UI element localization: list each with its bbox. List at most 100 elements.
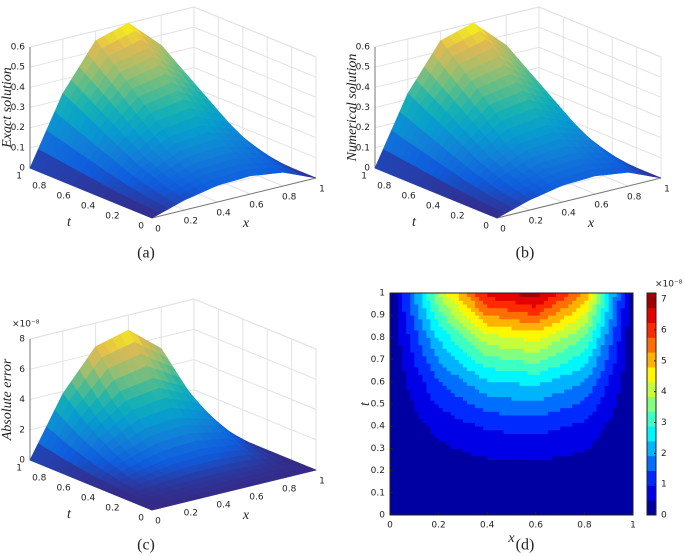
contour-cell bbox=[462, 444, 468, 449]
contour-cell bbox=[487, 437, 492, 442]
contour-cell bbox=[612, 500, 618, 505]
contour-cell bbox=[479, 411, 484, 416]
contour-cell bbox=[499, 311, 504, 316]
contour-cell bbox=[523, 322, 529, 327]
contour-cell bbox=[612, 466, 618, 471]
x-tick-label: 0.2 bbox=[529, 217, 543, 227]
contour-cell bbox=[588, 293, 593, 298]
contour-cell bbox=[483, 344, 488, 349]
contour-cell bbox=[608, 396, 614, 401]
contour-cell bbox=[479, 407, 484, 412]
contour-cell bbox=[580, 367, 585, 372]
contour-cell bbox=[475, 318, 480, 323]
contour-cell bbox=[495, 470, 500, 475]
contour-cell bbox=[507, 485, 512, 490]
contour-cell bbox=[624, 481, 630, 486]
contour-cell bbox=[479, 459, 484, 464]
contour-cell bbox=[398, 400, 403, 405]
contour-cell bbox=[446, 337, 452, 342]
contour-cell bbox=[394, 452, 399, 457]
contour-cell bbox=[430, 481, 435, 486]
contour-cell bbox=[552, 355, 557, 360]
contour-cell bbox=[406, 418, 411, 423]
contour-cell bbox=[503, 485, 508, 490]
contour-cell bbox=[499, 452, 504, 457]
contour-cell bbox=[479, 437, 484, 442]
contour-cell bbox=[402, 507, 407, 512]
contour-cell bbox=[398, 489, 403, 494]
contour-cell bbox=[604, 404, 610, 409]
contour-cell bbox=[487, 415, 492, 420]
contour-cell bbox=[442, 426, 448, 431]
contour-cell bbox=[616, 396, 622, 401]
contour-cell bbox=[483, 396, 488, 401]
contour-cell bbox=[422, 381, 427, 386]
x-tick-label: 1 bbox=[664, 185, 670, 195]
contour-cell bbox=[398, 507, 403, 512]
contour-cell bbox=[568, 304, 573, 309]
contour-cell bbox=[620, 396, 626, 401]
contour-cell bbox=[483, 492, 488, 497]
contour-cell bbox=[576, 396, 581, 401]
contour-cell bbox=[410, 352, 415, 357]
contour-cell bbox=[402, 374, 407, 379]
contour-cell bbox=[434, 296, 439, 301]
contour-cell bbox=[479, 326, 484, 331]
contour-cell bbox=[442, 359, 448, 364]
contour-cell bbox=[430, 404, 435, 409]
contour-cell bbox=[564, 381, 569, 386]
contour-cell bbox=[495, 474, 500, 479]
contour-cell bbox=[608, 507, 614, 512]
contour-cell bbox=[572, 492, 577, 497]
contour-cell bbox=[519, 441, 525, 446]
contour-cell bbox=[499, 389, 504, 394]
contour-cell bbox=[511, 326, 516, 331]
contour-cell bbox=[535, 474, 541, 479]
contour-cell bbox=[475, 355, 480, 360]
contour-cell bbox=[624, 341, 630, 346]
contour-cell bbox=[560, 437, 565, 442]
contour-cell bbox=[430, 311, 435, 316]
contour-cell bbox=[552, 400, 557, 405]
contour-cell bbox=[491, 304, 496, 309]
contour-cell bbox=[458, 452, 464, 457]
contour-cell bbox=[495, 315, 500, 320]
contour-cell bbox=[454, 381, 460, 386]
contour-cell bbox=[523, 300, 529, 305]
contour-cell bbox=[426, 481, 431, 486]
contour-cell bbox=[426, 444, 431, 449]
contour-cell bbox=[596, 381, 601, 386]
contour-cell bbox=[580, 359, 585, 364]
contour-cell bbox=[410, 318, 415, 323]
contour-cell bbox=[576, 466, 581, 471]
contour-cell bbox=[454, 466, 460, 471]
contour-cell bbox=[495, 426, 500, 431]
contour-cell bbox=[390, 337, 395, 342]
contour-cell bbox=[503, 311, 508, 316]
contour-cell bbox=[446, 330, 452, 335]
contour-cell bbox=[527, 385, 533, 390]
contour-cell bbox=[471, 293, 476, 298]
contour-cell bbox=[402, 337, 407, 342]
contour-cell bbox=[592, 392, 597, 397]
contour-cell bbox=[580, 478, 585, 483]
contour-cell bbox=[543, 304, 549, 309]
contour-cell bbox=[471, 296, 476, 301]
contour-cell bbox=[535, 500, 541, 505]
contour-cell bbox=[507, 448, 512, 453]
contour-cell bbox=[499, 463, 504, 468]
contour-cell bbox=[604, 507, 610, 512]
contour-cell bbox=[466, 455, 472, 460]
contour-cell bbox=[462, 404, 468, 409]
contour-cell bbox=[491, 466, 496, 471]
contour-cell bbox=[491, 315, 496, 320]
contour-cell bbox=[458, 341, 464, 346]
contour-cell bbox=[475, 441, 480, 446]
contour-cell bbox=[596, 496, 601, 501]
contour-cell bbox=[584, 400, 589, 405]
contour-cell bbox=[552, 404, 557, 409]
contour-cell bbox=[515, 318, 520, 323]
contour-cell bbox=[434, 348, 439, 353]
contour-cell bbox=[450, 441, 456, 446]
contour-cell bbox=[519, 496, 525, 501]
